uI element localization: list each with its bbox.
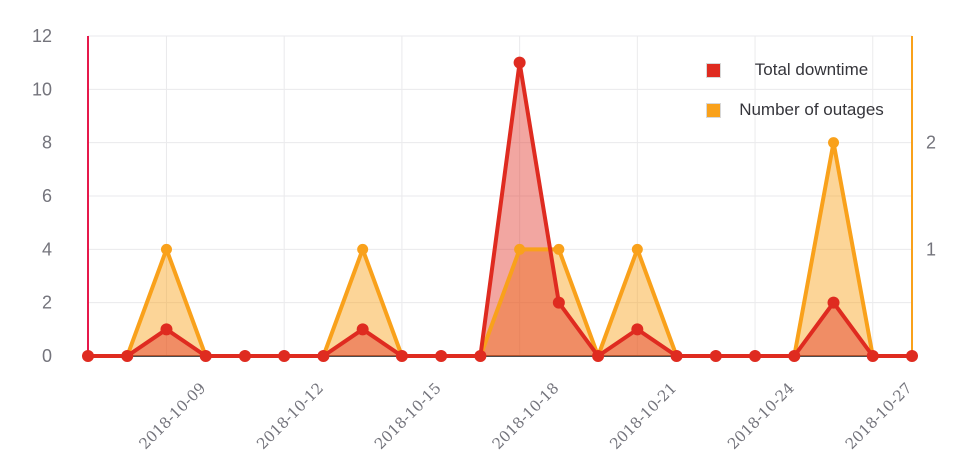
legend-swatch-total-downtime (706, 62, 721, 78)
data-point-total-downtime[interactable] (278, 350, 291, 362)
svg-text:12: 12 (32, 26, 52, 46)
y-axis-right-labels: 12 (926, 133, 936, 260)
data-point-number-of-outages[interactable] (553, 243, 565, 255)
series-total-downtime (82, 56, 918, 362)
svg-text:6: 6 (42, 186, 52, 206)
legend-label: Number of outages (739, 100, 884, 119)
svg-text:2018-10-09: 2018-10-09 (135, 379, 209, 453)
svg-text:1: 1 (926, 239, 936, 259)
svg-text:2018-10-21: 2018-10-21 (606, 379, 680, 453)
data-point-total-downtime[interactable] (395, 350, 408, 362)
data-point-total-downtime[interactable] (906, 350, 918, 362)
svg-text:8: 8 (42, 133, 52, 153)
svg-text:2018-10-15: 2018-10-15 (371, 379, 445, 453)
legend-label: Total downtime (754, 60, 869, 79)
data-point-total-downtime[interactable] (474, 350, 487, 362)
data-point-total-downtime[interactable] (827, 296, 840, 309)
svg-text:2018-10-12: 2018-10-12 (253, 379, 327, 453)
legend-item-total-downtime[interactable]: Total downtime (706, 50, 902, 90)
data-point-total-downtime[interactable] (435, 350, 448, 362)
svg-text:4: 4 (42, 239, 52, 259)
svg-text:2: 2 (926, 133, 936, 153)
data-point-number-of-outages[interactable] (160, 243, 172, 255)
data-point-total-downtime[interactable] (82, 350, 94, 362)
svg-text:2: 2 (42, 293, 52, 313)
x-axis-labels: 2018-10-09 2018-10-12 2018-10-15 2018-10-18… (135, 379, 915, 453)
chart-legend: Total downtime Number of outages (706, 50, 902, 130)
data-point-number-of-outages[interactable] (828, 137, 840, 149)
svg-text:2018-10-18: 2018-10-18 (489, 379, 563, 453)
data-point-number-of-outages[interactable] (357, 243, 369, 255)
data-point-number-of-outages[interactable] (631, 243, 643, 255)
gridlines (88, 35, 912, 356)
legend-item-number-of-outages[interactable]: Number of outages (706, 90, 902, 130)
series-line-total-downtime (86, 60, 914, 358)
data-point-total-downtime[interactable] (709, 350, 722, 362)
data-point-total-downtime[interactable] (160, 323, 173, 336)
data-point-total-downtime[interactable] (552, 296, 565, 309)
svg-text:2018-10-24: 2018-10-24 (724, 379, 798, 453)
y-axis-left-labels: 0 2 4 6 8 10 12 (32, 26, 52, 366)
data-point-total-downtime[interactable] (749, 350, 762, 362)
data-point-total-downtime[interactable] (238, 350, 251, 362)
data-point-total-downtime[interactable] (513, 56, 526, 69)
data-point-total-downtime[interactable] (199, 350, 212, 362)
data-point-total-downtime[interactable] (670, 350, 683, 362)
series-fill-number-of-outages (88, 142, 912, 356)
svg-text:0: 0 (42, 346, 52, 366)
data-point-number-of-outages[interactable] (514, 243, 526, 255)
data-point-total-downtime[interactable] (866, 350, 879, 362)
data-point-total-downtime[interactable] (631, 323, 644, 336)
svg-text:2018-10-27: 2018-10-27 (842, 379, 916, 453)
svg-text:10: 10 (32, 79, 52, 99)
legend-swatch-number-of-outages (706, 102, 721, 118)
data-point-total-downtime[interactable] (356, 323, 369, 336)
data-point-total-downtime[interactable] (121, 350, 134, 362)
data-point-total-downtime[interactable] (317, 350, 330, 362)
data-point-total-downtime[interactable] (592, 350, 605, 362)
data-point-total-downtime[interactable] (788, 350, 801, 362)
